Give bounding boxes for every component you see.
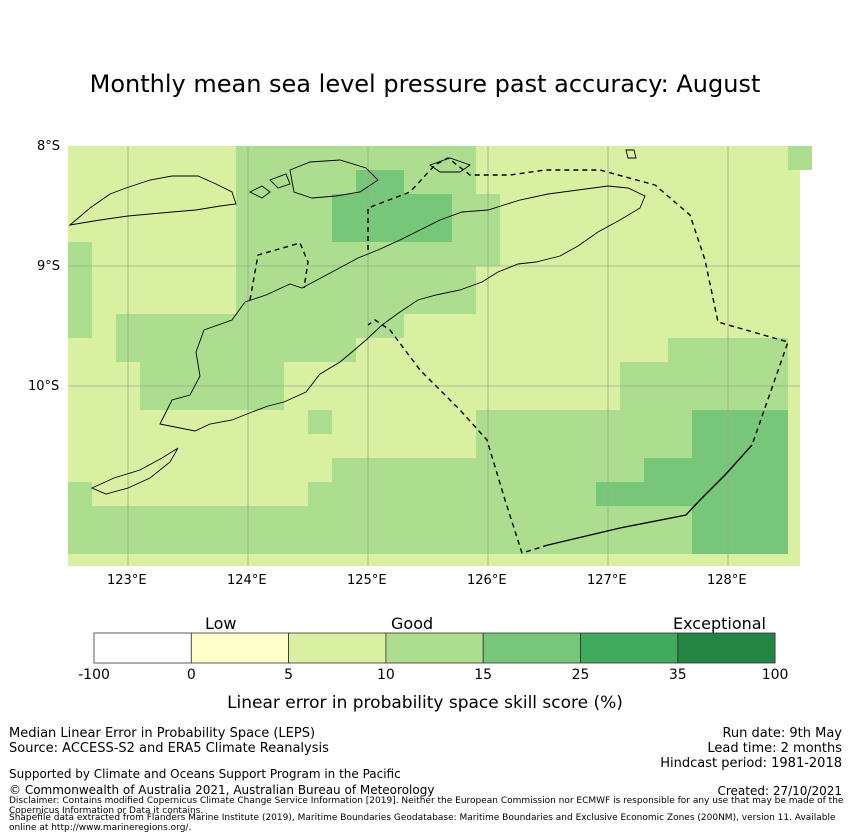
skill-cell bbox=[68, 242, 92, 338]
run-date: Run date: 9th May bbox=[722, 726, 842, 741]
lon-tick-125e: 125°E bbox=[347, 573, 387, 588]
lead-time: Lead time: 2 months bbox=[707, 741, 842, 756]
skill-cell bbox=[788, 146, 812, 170]
skill-cell bbox=[308, 314, 404, 338]
colorbar-tick-label: 100 bbox=[761, 667, 789, 683]
colorbar-segment bbox=[482, 632, 581, 664]
flores-coast bbox=[68, 175, 237, 226]
source-text: Source: ACCESS-S2 and ERA5 Climate Reana… bbox=[9, 741, 329, 756]
colorbar-tick-label: 10 bbox=[376, 667, 395, 683]
colorbar-tick-label: -100 bbox=[78, 667, 110, 683]
skill-cell bbox=[692, 530, 788, 554]
method-text: Median Linear Error in Probability Space… bbox=[9, 726, 316, 741]
small-isle-2 bbox=[269, 173, 291, 189]
colorbar-tick-label: 25 bbox=[571, 667, 590, 683]
colorbar-tick-label: 35 bbox=[668, 667, 687, 683]
skill-cell bbox=[332, 458, 476, 554]
colorbar-segment bbox=[580, 632, 679, 664]
support-text: Supported by Climate and Oceans Support … bbox=[9, 767, 401, 781]
colorbar-word-exceptional: Exceptional bbox=[673, 614, 766, 633]
copyright-text: © Commonwealth of Australia 2021, Austra… bbox=[9, 783, 435, 797]
page-title: Monthly mean sea level pressure past acc… bbox=[89, 70, 761, 98]
colorbar bbox=[93, 632, 776, 664]
timor-coast bbox=[159, 185, 646, 432]
created-date: Created: 27/10/2021 bbox=[717, 784, 842, 798]
colorbar-segment bbox=[677, 632, 776, 664]
lat-tick-9s: 9°S bbox=[37, 259, 61, 274]
rote-coast bbox=[90, 447, 179, 495]
lat-tick-8s: 8°S bbox=[37, 139, 61, 154]
skill-cell bbox=[644, 458, 788, 482]
lon-tick-124e: 124°E bbox=[227, 573, 267, 588]
skill-cell bbox=[236, 362, 284, 386]
shapefile-text: Shapefile data extracted from Flanders M… bbox=[9, 813, 836, 833]
colorbar-segment bbox=[385, 632, 484, 664]
skill-cell bbox=[236, 146, 476, 170]
colorbar-label: Linear error in probability space skill … bbox=[227, 693, 623, 713]
colorbar-segment bbox=[288, 632, 387, 664]
alor-coast bbox=[289, 159, 379, 199]
skill-grid bbox=[68, 146, 812, 566]
eez-boundary bbox=[249, 157, 789, 554]
lat-tick-10s: 10°S bbox=[28, 379, 60, 394]
lon-tick-126e: 126°E bbox=[467, 573, 507, 588]
colorbar-tick-label: 5 bbox=[284, 667, 294, 683]
skill-cell bbox=[356, 170, 404, 194]
disclaimer-text: Disclaimer: Contains modified Copernicus… bbox=[9, 796, 844, 816]
coastlines bbox=[68, 149, 646, 495]
colorbar-segment bbox=[93, 632, 192, 664]
hindcast-period: Hindcast period: 1981-2018 bbox=[660, 756, 842, 771]
skill-cell bbox=[92, 506, 332, 554]
lon-tick-123e: 123°E bbox=[107, 573, 147, 588]
colorbar-word-good: Good bbox=[391, 614, 434, 633]
colorbar-word-low: Low bbox=[205, 614, 237, 633]
colorbar-tick-label: 15 bbox=[474, 667, 493, 683]
skill-cell bbox=[308, 338, 332, 362]
skill-cell bbox=[332, 194, 452, 242]
colorbar-tick-label: 0 bbox=[186, 667, 196, 683]
skill-cell bbox=[308, 482, 332, 506]
lon-tick-128e: 128°E bbox=[707, 573, 747, 588]
skill-cell bbox=[596, 482, 788, 506]
kisar-coast bbox=[625, 149, 637, 159]
small-isle-1 bbox=[248, 185, 271, 199]
colorbar-segment bbox=[190, 632, 290, 664]
skill-cell bbox=[308, 410, 332, 434]
lon-tick-127e: 127°E bbox=[587, 573, 627, 588]
skill-cell bbox=[68, 482, 92, 554]
